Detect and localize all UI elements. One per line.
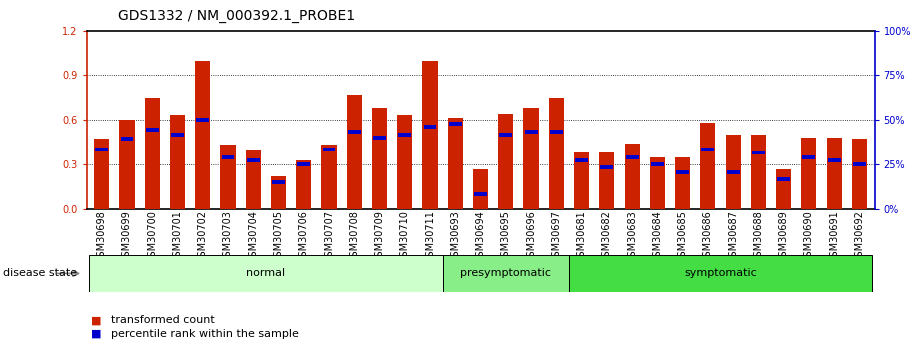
Text: ■: ■ (91, 315, 102, 325)
Bar (474, 192, 487, 196)
Bar (449, 122, 462, 126)
Text: presymptomatic: presymptomatic (460, 268, 551, 278)
Bar (853, 162, 865, 166)
Text: normal: normal (246, 268, 285, 278)
Text: percentile rank within the sample: percentile rank within the sample (111, 329, 299, 339)
Bar (195, 61, 210, 209)
Bar (272, 180, 285, 184)
Bar (398, 133, 411, 137)
Bar (246, 149, 261, 209)
Bar (221, 155, 234, 159)
Bar (574, 152, 589, 209)
Bar (548, 98, 564, 209)
Bar (146, 128, 159, 132)
Bar (297, 162, 310, 166)
Bar (296, 160, 312, 209)
Bar (397, 116, 413, 209)
Bar (651, 162, 664, 166)
Bar (676, 170, 689, 174)
Bar (600, 165, 613, 169)
Bar (169, 116, 185, 209)
Bar (120, 137, 133, 141)
Bar (171, 133, 184, 137)
Bar (826, 138, 842, 209)
Bar (675, 157, 691, 209)
Bar (701, 123, 715, 209)
Bar (525, 130, 537, 134)
Bar (524, 108, 538, 209)
Bar (423, 61, 437, 209)
Bar (374, 136, 386, 139)
Bar (852, 139, 867, 209)
Bar (347, 95, 362, 209)
Bar (447, 118, 463, 209)
Bar (372, 108, 387, 209)
Bar (802, 138, 816, 209)
Bar (196, 118, 210, 122)
Bar (271, 176, 286, 209)
Bar (803, 155, 815, 159)
Bar (499, 133, 512, 137)
Text: transformed count: transformed count (111, 315, 215, 325)
Bar (424, 126, 436, 129)
Bar (322, 148, 335, 151)
Bar (94, 139, 109, 209)
Bar (575, 158, 588, 162)
Bar (828, 158, 841, 162)
Bar (220, 145, 236, 209)
Bar (89, 255, 443, 292)
Bar (599, 152, 614, 209)
Bar (322, 145, 336, 209)
Bar (752, 151, 765, 154)
Bar (650, 157, 665, 209)
Bar (727, 170, 740, 174)
Bar (776, 169, 792, 209)
Bar (569, 255, 872, 292)
Bar (247, 158, 260, 162)
Bar (626, 155, 639, 159)
Bar (119, 120, 135, 209)
Text: symptomatic: symptomatic (684, 268, 757, 278)
Bar (145, 98, 159, 209)
Bar (96, 148, 108, 151)
Bar (725, 135, 741, 209)
Bar (473, 169, 488, 209)
Bar (443, 255, 569, 292)
Text: GDS1332 / NM_000392.1_PROBE1: GDS1332 / NM_000392.1_PROBE1 (118, 9, 355, 23)
Bar (348, 130, 361, 134)
Bar (751, 135, 766, 209)
Bar (550, 130, 563, 134)
Bar (701, 148, 714, 151)
Text: disease state: disease state (3, 268, 77, 278)
Bar (777, 177, 790, 181)
Text: ■: ■ (91, 329, 102, 339)
Bar (498, 114, 514, 209)
Bar (625, 144, 640, 209)
